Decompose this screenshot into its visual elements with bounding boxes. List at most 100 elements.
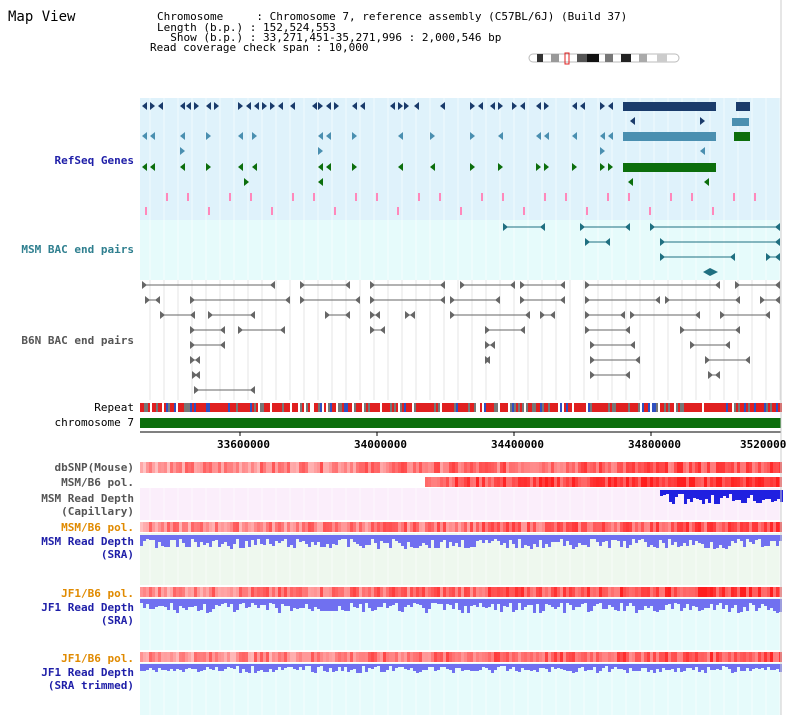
msm-read-depth-sra-label[interactable]: MSM Read Depth [41,535,134,548]
gene-block [623,102,716,111]
heat-cell [563,477,566,487]
repeat-segment [600,403,602,412]
chromosome-track-label: chromosome 7 [54,416,134,429]
depth-bar [680,535,683,546]
heat-cell [443,477,446,487]
jf1-read-depth-trim-label[interactable]: JF1 Read Depth [41,666,134,679]
b6n-bac-label[interactable]: B6N BAC end pairs [21,334,134,347]
refseq-genes-label[interactable]: RefSeq Genes [54,154,134,167]
msm-b6-pol-label-1[interactable]: MSM/B6 pol. [61,476,134,489]
depth-bar [629,535,632,545]
msm-bac-label[interactable]: MSM BAC end pairs [21,243,134,256]
depth-bar [614,664,617,667]
heat-cell [392,462,395,473]
depth-bar [725,535,728,549]
heat-cell [317,462,320,473]
depth-bar [542,664,545,668]
heat-cell [161,462,164,473]
depth-bar [765,490,768,499]
depth-bar [161,599,164,606]
refseq-gene-features[interactable] [142,102,756,215]
depth-bar [143,535,146,541]
depth-bar [638,599,641,610]
depth-bar [302,535,305,541]
heat-cell [743,522,746,532]
heat-cell [452,477,455,487]
heat-cell [188,652,191,662]
repeat-segment [248,403,250,412]
heat-cell [758,652,761,662]
b6n-bac-features[interactable] [142,281,780,394]
bac-end [520,296,525,304]
depth-bar [681,490,684,494]
msm-bac-features[interactable] [503,223,780,276]
repeat-segment [226,403,228,412]
depth-bar [704,535,707,548]
heat-cell [545,652,548,662]
bac-end [370,311,375,319]
depth-bar [611,664,614,669]
repeat-segment [344,403,346,412]
repeat-segment [602,403,604,412]
repeat-segment [338,403,340,412]
depth-bar [698,664,701,672]
heat-cell [719,522,722,532]
heat-cell [767,587,770,597]
repeat-segment [468,403,470,412]
bac-end [665,296,670,304]
repeat-segment [362,403,364,412]
heat-cell [533,462,536,473]
heat-cell [212,652,215,662]
depth-bar [593,535,596,539]
heat-cell [218,587,221,597]
dbsnp-label[interactable]: dbSNP(Mouse) [54,461,134,474]
chromosome-ideogram[interactable] [527,52,687,66]
heat-cell [236,587,239,597]
heat-cell [167,652,170,662]
heat-cell [431,652,434,662]
bac-end [775,296,780,304]
heat-cell [257,587,260,597]
heat-cell [524,587,527,597]
msm-b6-pol-label-2[interactable]: MSM/B6 pol. [61,521,134,534]
heat-cell [650,477,653,487]
gene-mark [397,207,399,215]
repeat-segment [274,403,276,412]
msm-read-depth-cap-label[interactable]: MSM Read Depth [41,492,134,505]
jf1-b6-pol-label-2[interactable]: JF1/B6 pol. [61,652,134,665]
heat-cell [542,477,545,487]
gene-arrow [544,102,549,110]
heat-cell [506,652,509,662]
heat-cell [356,652,359,662]
repeat-segment [294,403,296,412]
depth-bar [332,664,335,672]
heat-cell [422,652,425,662]
depth-bar [683,664,686,671]
heat-cell [191,522,194,532]
depth-bar [678,490,681,494]
repeat-track[interactable] [140,403,782,412]
gene-arrow [544,163,549,171]
heat-cell [647,522,650,532]
heat-cell [332,522,335,532]
depth-bar [653,599,656,611]
repeat-segment [318,403,320,412]
repeat-segment [570,403,572,412]
depth-bar [740,535,743,541]
heat-cell [314,587,317,597]
gene-arrow [630,117,635,125]
heat-cell [413,652,416,662]
heat-cell [524,652,527,662]
depth-bar [323,535,326,547]
depth-bar [170,599,173,603]
heat-cell [677,652,680,662]
repeat-segment [456,403,458,412]
repeat-segment [256,403,258,412]
heat-cell [686,477,689,487]
polymorphism-heatmaps[interactable] [140,462,782,662]
heat-cell [512,462,515,473]
jf1-read-depth-sra-label[interactable]: JF1 Read Depth [41,601,134,614]
jf1-b6-pol-label-1[interactable]: JF1/B6 pol. [61,587,134,600]
repeat-label[interactable]: Repeat [94,401,134,414]
